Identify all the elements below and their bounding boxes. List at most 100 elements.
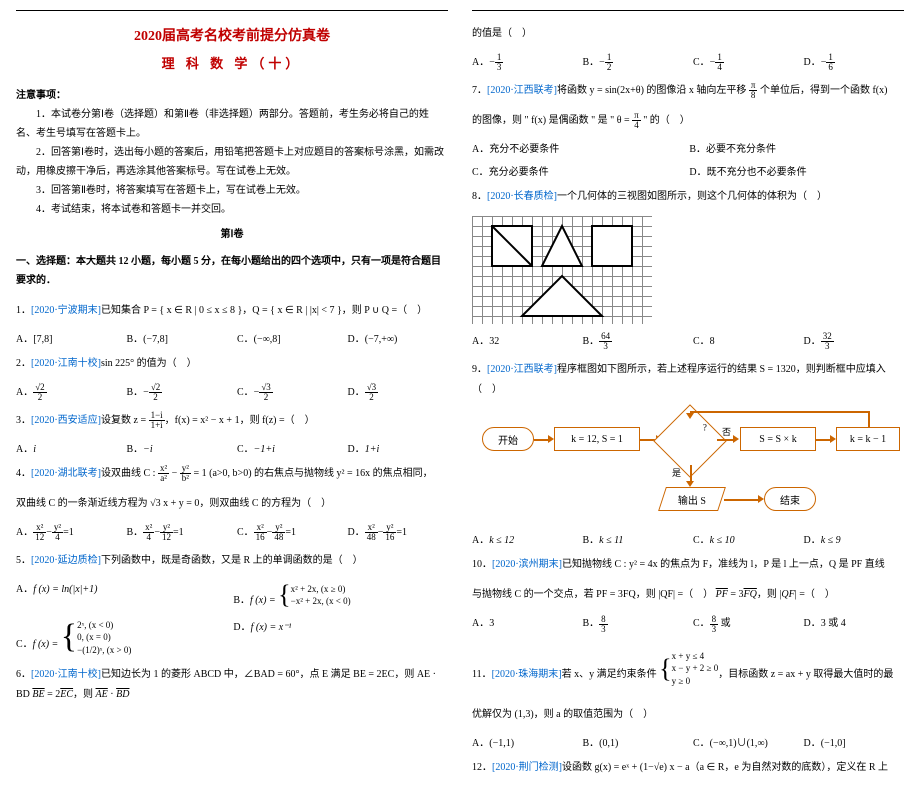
q2-text: sin 225° 的值为（ ） xyxy=(101,358,197,369)
fc-step: k = k − 1 xyxy=(836,427,900,451)
q7-options-2: C．充分必要条件 D．既不充分也不必要条件 xyxy=(472,163,904,178)
q8-opt-c: 8 xyxy=(710,336,715,347)
q4-cont: 双曲线 C 的一条渐近线方程为 √3 x + y = 0，则双曲线 C 的方程为… xyxy=(16,494,448,514)
q11-text2: ，目标函数 z = ax + y 取得最大值时的最 xyxy=(718,669,893,680)
q5-opt-a: f (x) = ln(|x|+1) xyxy=(33,584,97,595)
left-column: 2020届高考名校考前提分仿真卷 理 科 数 学（十） 注意事项： 1．本试卷分… xyxy=(16,10,448,783)
q1-source: [2020·宁波期末] xyxy=(31,305,101,316)
q3-options: A．i B．−i C．−1+i D．1+i xyxy=(16,440,448,455)
notice-head: 注意事项： xyxy=(16,86,448,101)
q5-options-row1: A．f (x) = ln(|x|+1) B．f (x) = {x² + 2x, … xyxy=(16,580,448,610)
fc-body: S = S × k xyxy=(740,427,816,451)
question-4: 4．[2020·湖北联考]设双曲线 C : x²a² − y²b² = 1 (a… xyxy=(16,464,448,484)
question-5: 5．[2020·延边质检]下列函数中，既是奇函数，又是 R 上的单调函数的是（ … xyxy=(16,551,448,571)
question-11: 11．[2020·珠海期末]若 x、y 满足约束条件 {x + y ≤ 4x −… xyxy=(472,643,904,695)
q1-opt-d: (−7,+∞) xyxy=(365,334,398,345)
q10-opt-a: 3 xyxy=(489,618,494,629)
fc-label-no: 否 xyxy=(722,425,731,438)
q1-opt-c: (−∞,8] xyxy=(254,334,281,345)
q6-continuation: 的值是（ ） xyxy=(472,24,904,44)
q4-text: 设双曲线 C : xyxy=(101,468,155,479)
q3-opt-d: 1+i xyxy=(365,444,380,455)
subtitle: 理 科 数 学（十） xyxy=(16,53,448,72)
q11-opt-b: (0,1) xyxy=(599,738,618,749)
fc-end: 结束 xyxy=(764,487,816,511)
q11-opt-a: (−1,1) xyxy=(489,738,514,749)
q7-opt-c: 充分必要条件 xyxy=(489,167,549,178)
notice-1: 1．本试卷分第Ⅰ卷（选择题）和第Ⅱ卷（非选择题）两部分。答题前，考生务必将自己的… xyxy=(16,105,448,143)
q9-source: [2020·江西联考] xyxy=(487,364,557,375)
q9-opt-b: k ≤ 11 xyxy=(599,535,623,546)
q1-opt-b: (−7,8] xyxy=(143,334,168,345)
q11-text: 若 x、y 满足约束条件 xyxy=(562,669,657,680)
q10-options: A．3 B．83 C．83 或 D．3 或 4 xyxy=(472,614,904,633)
q7-options-1: A．充分不必要条件 B．必要不充分条件 xyxy=(472,140,904,155)
question-2: 2．[2020·江南十校]sin 225° 的值为（ ） xyxy=(16,354,448,374)
q3-source: [2020·西安适应] xyxy=(31,415,101,426)
q2-options: A．√22 B．−√22 C．−√32 D．√32 xyxy=(16,383,448,402)
flowchart: 开始 k = 12, S = 1 ? 否 S = S × k k = k − 1… xyxy=(472,411,902,521)
section1-head: 一、选择题：本大题共 12 小题，每小题 5 分，在每小题给出的四个选项中，只有… xyxy=(16,252,448,290)
question-12: 12．[2020·荆门检测]设函数 g(x) = eˣ + (1−√e) x −… xyxy=(472,758,904,778)
q6-source: [2020·江南十校] xyxy=(31,669,101,680)
q7-opt-a: 充分不必要条件 xyxy=(489,144,559,155)
q3-opt-a: i xyxy=(33,444,36,455)
q1-opt-a: [7,8] xyxy=(33,334,52,345)
notice-4: 4．考试结束，将本试卷和答题卡一并交回。 xyxy=(16,200,448,219)
q8-opt-a: 32 xyxy=(489,336,499,347)
notice-3: 3．回答第Ⅱ卷时，将答案填写在答题卡上，写在试卷上无效。 xyxy=(16,181,448,200)
q2-source: [2020·江南十校] xyxy=(31,358,101,369)
q7-source: [2020·江西联考] xyxy=(487,85,557,96)
q3-text: 设复数 z = xyxy=(101,415,149,426)
q11-cont: 优解仅为 (1,3)，则 a 的取值范围为（ ） xyxy=(472,705,904,725)
question-8: 8．[2020·长春质检]一个几何体的三视图如图所示，则这个几何体的体积为（ ） xyxy=(472,187,904,207)
question-9: 9．[2020·江西联考]程序框图如下图所示，若上述程序运行的结果 S = 13… xyxy=(472,360,904,400)
question-7: 7．[2020·江西联考]将函数 y = sin(2x+θ) 的图像沿 x 轴向… xyxy=(472,81,904,101)
q10-cont: 与抛物线 C 的一个交点，若 PF = 3FQ，则 |QF| =（ ） PF =… xyxy=(472,585,904,605)
three-view-diagram xyxy=(472,216,652,324)
q7-opt-d: 既不充分也不必要条件 xyxy=(707,167,807,178)
q6-options: A．−13 B．−12 C．−14 D．−16 xyxy=(472,53,904,72)
question-1: 1．[2020·宁波期末]已知集合 P = { x ∈ R | 0 ≤ x ≤ … xyxy=(16,301,448,321)
q7-text2: 个单位后，得到一个函数 f(x) xyxy=(757,85,887,96)
q4-text2: (a>0, b>0) 的右焦点与抛物线 y² = 16x 的焦点相同， xyxy=(209,468,433,479)
q1-options: A．[7,8] B．(−7,8] C．(−∞,8] D．(−7,+∞) xyxy=(16,330,448,345)
q5-opt-d: f (x) = x⁻¹ xyxy=(251,622,292,633)
q3-opt-b: −i xyxy=(143,444,153,455)
q7-text: 将函数 y = sin(2x+θ) 的图像沿 x 轴向左平移 xyxy=(557,85,749,96)
right-column: 的值是（ ） A．−13 B．−12 C．−14 D．−16 7．[2020·江… xyxy=(472,10,904,783)
q9-options: A．k ≤ 12 B．k ≤ 11 C．k ≤ 10 D．k ≤ 9 xyxy=(472,531,904,546)
fc-start: 开始 xyxy=(482,427,534,451)
q10-text: 已知抛物线 C : y² = 4x 的焦点为 F，准线为 l，P 是 l 上一点… xyxy=(562,559,885,570)
fc-init: k = 12, S = 1 xyxy=(554,427,640,451)
question-3: 3．[2020·西安适应]设复数 z = 1−i1+i，f(x) = x² − … xyxy=(16,411,448,431)
top-rule-r xyxy=(472,10,904,11)
q8-text: 一个几何体的三视图如图所示，则这个几何体的体积为（ ） xyxy=(557,191,827,202)
fc-label-yes: 是 xyxy=(672,466,681,479)
q4-options: A．x²12−y²4=1 B．x²4−y²12=1 C．x²16−y²48=1 … xyxy=(16,523,448,542)
q11-options: A．(−1,1) B．(0,1) C．(−∞,1)∪(1,∞) D．(−1,0] xyxy=(472,734,904,749)
q5-source: [2020·延边质检] xyxy=(31,555,101,566)
q10-source: [2020·滨州期末] xyxy=(492,559,562,570)
q3-opt-c: −1+i xyxy=(254,444,275,455)
q9-opt-a: k ≤ 12 xyxy=(489,535,514,546)
q10-opt-d: 3 或 4 xyxy=(821,618,846,629)
q1-text: 已知集合 P = { x ∈ R | 0 ≤ x ≤ 8 }，Q = { x ∈… xyxy=(101,305,427,316)
threeview-svg xyxy=(472,216,652,324)
q11-source: [2020·珠海期末] xyxy=(492,669,562,680)
q9-opt-c: k ≤ 10 xyxy=(710,535,735,546)
q8-source: [2020·长春质检] xyxy=(487,191,557,202)
q11-opt-c: (−∞,1)∪(1,∞) xyxy=(710,738,768,749)
notice-2: 2．回答第Ⅰ卷时，选出每小题的答案后，用铅笔把答题卡上对应题目的答案标号涂黑，如… xyxy=(16,143,448,181)
q9-opt-d: k ≤ 9 xyxy=(821,535,841,546)
fc-output: 输出 S xyxy=(658,487,726,511)
q12-source: [2020·荆门检测] xyxy=(492,762,562,773)
q3-text2: ，f(x) = x² − x + 1，则 f(z) =（ ） xyxy=(165,415,315,426)
main-title: 2020届高考名校考前提分仿真卷 xyxy=(16,25,448,45)
q5-text: 下列函数中，既是奇函数，又是 R 上的单调函数的是（ ） xyxy=(101,555,363,566)
top-rule xyxy=(16,10,448,11)
q7-opt-b: 必要不充分条件 xyxy=(706,144,776,155)
part1-head: 第Ⅰ卷 xyxy=(16,225,448,240)
q12-text: 设函数 g(x) = eˣ + (1−√e) x − a（a ∈ R，e 为自然… xyxy=(562,762,888,773)
question-6: 6．[2020·江南十校]已知边长为 1 的菱形 ABCD 中，∠BAD = 6… xyxy=(16,665,448,705)
